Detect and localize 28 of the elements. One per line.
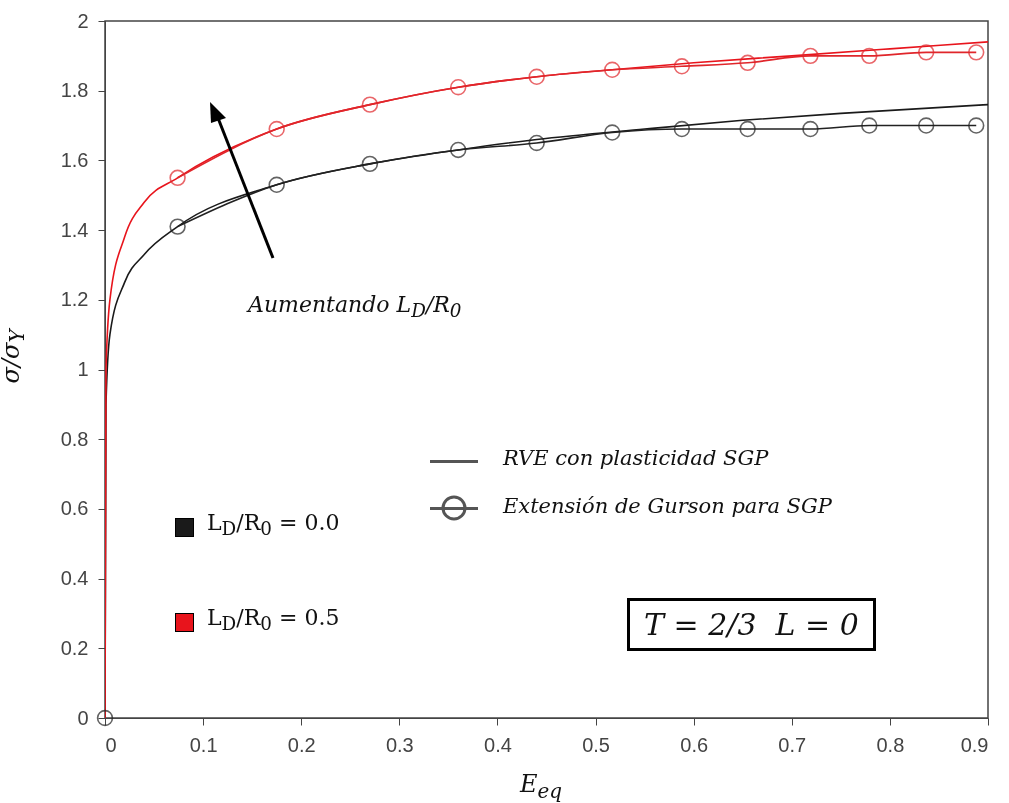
- y-tick-label: 1.2: [60, 288, 89, 311]
- y-tick-label: 0: [77, 706, 89, 729]
- x-tick-label: 0.3: [385, 733, 414, 756]
- y-tick-label: 1.6: [60, 148, 89, 171]
- y-tick-label: 1: [77, 358, 89, 380]
- annotation: Aumentando L$_{D}$/R$_{0}$: [248, 292, 462, 322]
- x-axis-title: E$_{eq}$: [520, 770, 563, 803]
- y-tick-label: 0.2: [60, 636, 89, 659]
- x-tick-label: 0.2: [287, 733, 316, 756]
- y-tick-label: 0.4: [60, 567, 89, 590]
- annotation: Extensión de Gurson para SGP: [503, 494, 832, 518]
- annotation: RVE con plasticidad SGP: [503, 446, 769, 470]
- x-tick-label: 0.5: [582, 733, 610, 756]
- x-tick-label: 0: [105, 733, 117, 756]
- y-tick-label: 1.8: [60, 79, 89, 102]
- annotation: T = 2/3 L = 0: [627, 598, 876, 651]
- x-tick-label: 0.9: [960, 733, 989, 756]
- y-tick-label: 0.6: [60, 497, 89, 520]
- x-tick-label: 0.7: [778, 733, 807, 756]
- y-tick-label: 1.4: [60, 218, 89, 241]
- x-tick-label: 0.8: [876, 733, 905, 756]
- x-tick-label: 0.4: [484, 733, 512, 756]
- x-tick-label: 0.6: [680, 733, 709, 756]
- y-tick-label: 2: [77, 9, 89, 32]
- x-tick-label: 0.1: [189, 733, 218, 756]
- y-tick-label: 0.8: [60, 427, 89, 450]
- legend-label: L$_{D}$/R$_{0}$ = 0.5: [207, 605, 340, 635]
- legend-label: L$_{D}$/R$_{0}$ = 0.0: [207, 510, 340, 540]
